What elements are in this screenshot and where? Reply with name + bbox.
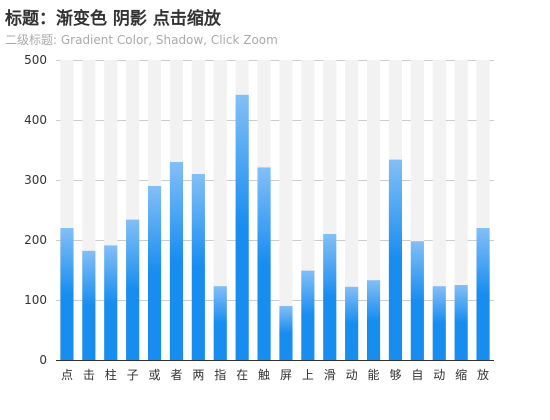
- x-tick-label: 缩: [455, 367, 467, 382]
- bar: [82, 250, 96, 360]
- bar: [126, 219, 140, 360]
- x-tick-label: 触: [258, 368, 270, 382]
- grid-layer: [56, 60, 494, 301]
- bar: [60, 228, 74, 360]
- bar: [169, 162, 184, 360]
- background-bar: [213, 60, 227, 360]
- x-tick-label: 或: [149, 368, 161, 382]
- bar: [213, 286, 227, 360]
- x-tick-label: 上: [302, 368, 314, 382]
- y-tick-label: 500: [24, 53, 47, 67]
- chart-subtitle: 二级标题: Gradient Color, Shadow, Click Zoom: [5, 33, 278, 47]
- y-tick-label: 300: [24, 173, 47, 187]
- x-tick-label: 屏: [280, 368, 292, 382]
- y-tick-label: 100: [24, 293, 47, 307]
- x-tick-label: 柱: [105, 367, 117, 382]
- x-tick-label: 子: [127, 368, 139, 382]
- chart-title: 标题：渐变色 阴影 点击缩放: [5, 9, 221, 29]
- x-tick-label: 者: [170, 368, 182, 382]
- x-tick-label: 能: [368, 368, 380, 382]
- x-tick-label: 指: [214, 367, 226, 382]
- x-tick-label: 动: [346, 368, 358, 382]
- background-bar: [345, 60, 359, 360]
- background-bar: [432, 60, 446, 360]
- bar: [235, 94, 249, 361]
- x-tick-label: 击: [83, 368, 95, 382]
- y-tick-label: 200: [24, 233, 47, 247]
- bar: [410, 241, 424, 360]
- x-tick-label: 点: [61, 368, 73, 382]
- x-tick-label: 在: [236, 368, 248, 382]
- bar: [345, 286, 359, 360]
- axis-layer: 0100200300400500点击柱子或者两指在触屏上滑动能够自动缩放: [24, 53, 494, 382]
- bar: [301, 270, 315, 360]
- bar: [104, 245, 118, 360]
- bar: [388, 159, 403, 360]
- bar: [476, 228, 490, 360]
- bar: [147, 186, 162, 360]
- bar: [191, 174, 205, 360]
- background-bars: [60, 60, 490, 360]
- x-tick-label: 动: [433, 368, 445, 382]
- x-tick-label: 够: [389, 368, 401, 382]
- bar: [257, 167, 271, 360]
- bar: [432, 286, 446, 360]
- bar: [323, 234, 337, 360]
- y-tick-label: 400: [24, 113, 47, 127]
- x-tick-label: 滑: [324, 368, 336, 382]
- x-tick-label: 自: [411, 368, 423, 382]
- data-bars: [60, 94, 490, 361]
- x-tick-label: 两: [192, 368, 204, 382]
- bar: [454, 285, 468, 360]
- y-tick-label: 0: [39, 353, 47, 367]
- bar: [279, 306, 293, 360]
- background-bar: [279, 60, 293, 360]
- bar: [366, 280, 381, 360]
- x-tick-label: 放: [477, 367, 489, 382]
